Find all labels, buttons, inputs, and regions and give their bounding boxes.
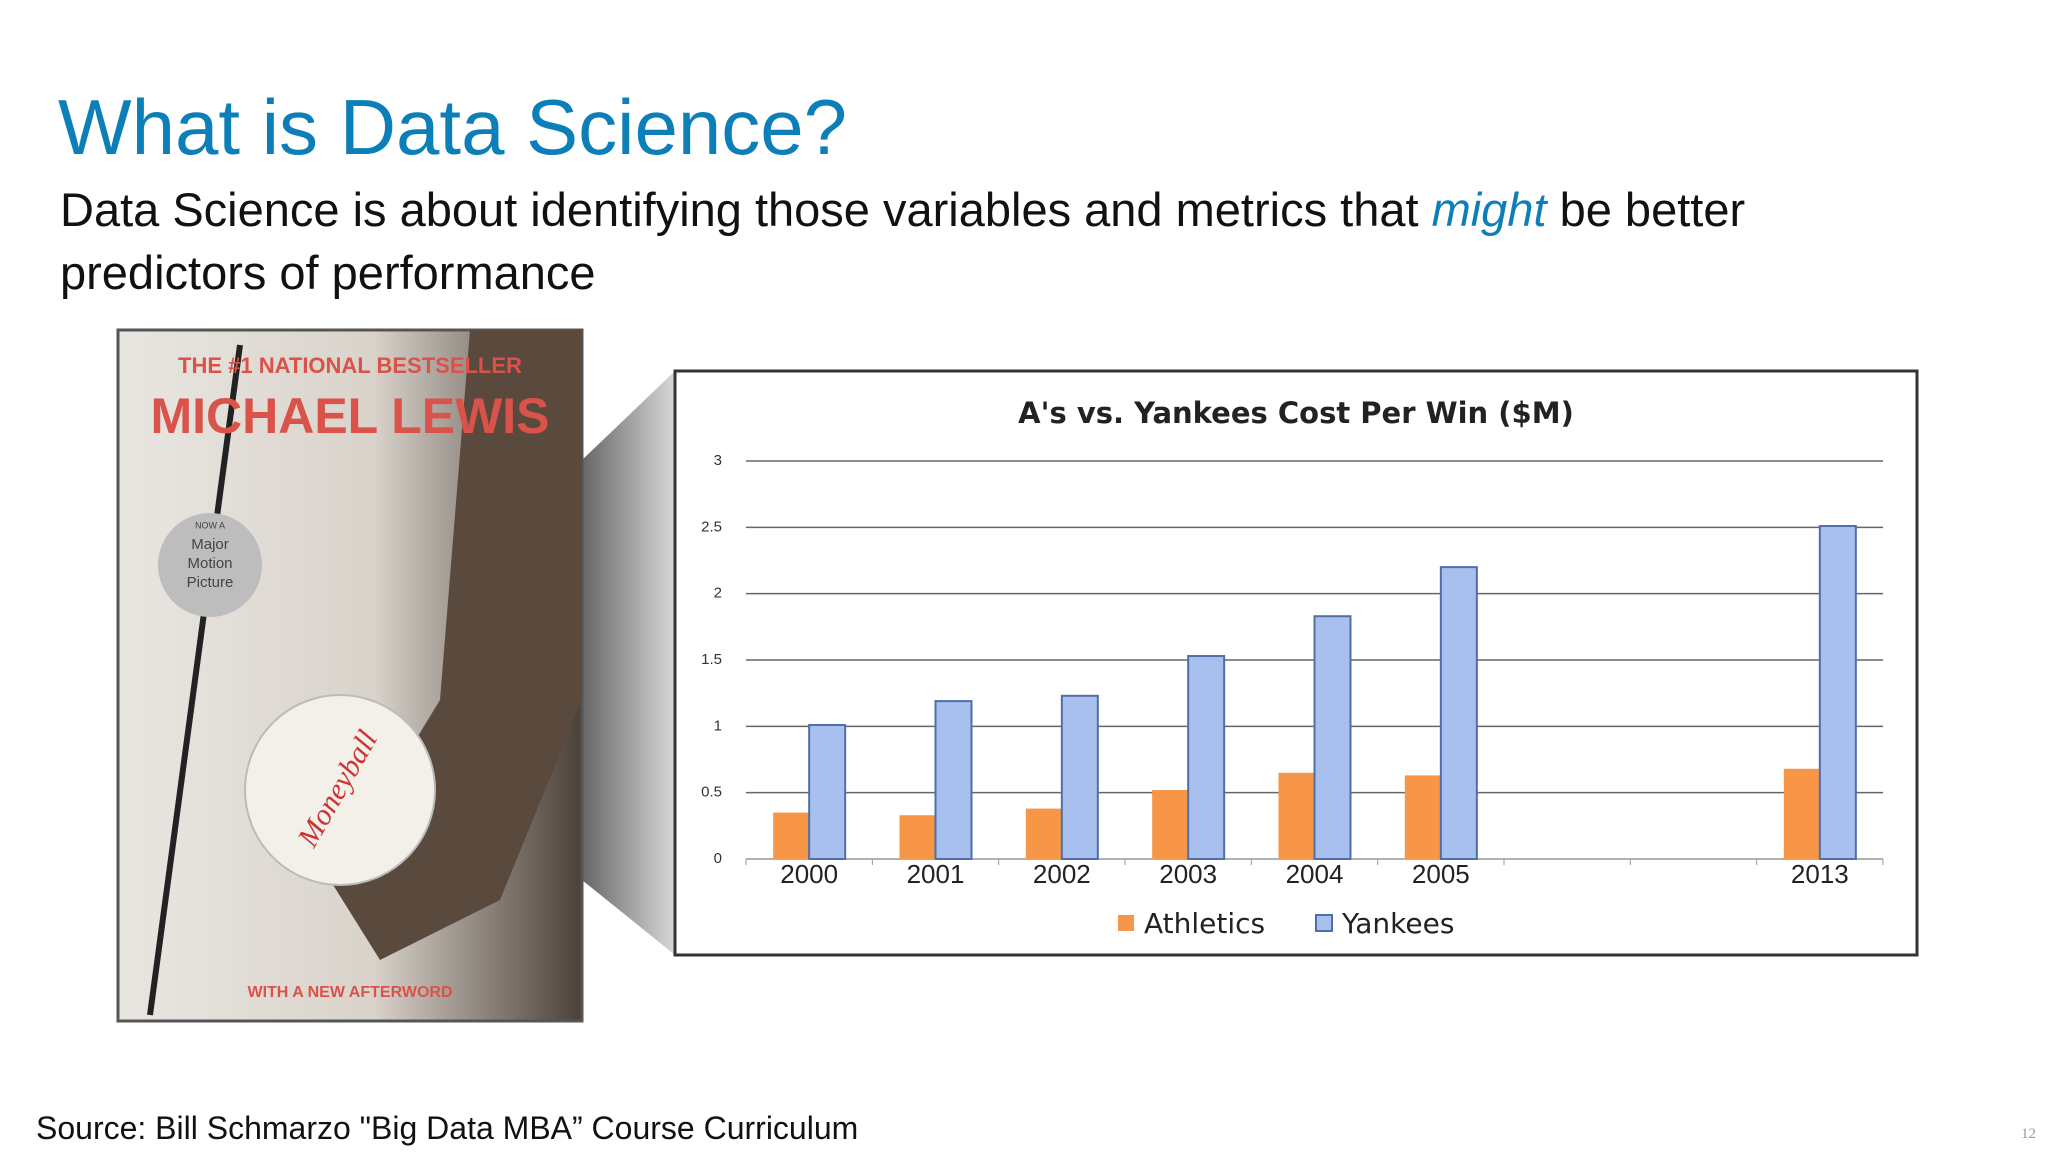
bar (1404, 775, 1441, 859)
x-tick-label: 2013 (1791, 859, 1849, 889)
zoom-connector (582, 371, 675, 955)
badge-text: Picture (187, 574, 234, 591)
chart: A's vs. Yankees Cost Per Win ($M) 0 0.5 1 1… (673, 369, 1919, 957)
x-tick-label: 2002 (1033, 859, 1091, 889)
slide-title: What is Data Science? (58, 83, 848, 171)
x-tick-label: 2005 (1412, 859, 1470, 889)
badge-text: Major (191, 536, 229, 553)
bar (934, 700, 973, 860)
book-footer: WITH A NEW AFTERWORD (247, 984, 452, 1001)
bar (1439, 566, 1478, 861)
bar (1187, 655, 1226, 861)
legend-swatch (1315, 914, 1333, 932)
y-tick-label: 1.5 (701, 651, 722, 668)
legend-label: Yankees (1341, 907, 1454, 940)
badge-text: Motion (187, 555, 232, 572)
x-tick-label: 2000 (780, 859, 838, 889)
bat (147, 344, 243, 1016)
y-tick-label: 2 (714, 585, 722, 602)
x-tick-label: 2004 (1286, 859, 1344, 889)
bar (773, 812, 810, 859)
legend-swatch (1118, 915, 1134, 931)
page-number: 12 (2021, 1126, 2036, 1142)
bar (1278, 772, 1315, 859)
bar (1783, 768, 1820, 859)
book-tagline: THE #1 NATIONAL BESTSELLER (178, 353, 522, 378)
bar (808, 724, 847, 860)
badge (158, 513, 262, 617)
x-tick-label: 2001 (907, 859, 965, 889)
body-text: be better predictors of performance (60, 183, 1746, 299)
body-emphasis: might (1431, 183, 1547, 236)
baseball (244, 694, 436, 886)
y-tick-label: 0.5 (701, 784, 722, 801)
bar (899, 815, 936, 859)
y-tick-label: 0 (714, 850, 722, 867)
x-tick-label: 2003 (1159, 859, 1217, 889)
chart-title: A's vs. Yankees Cost Per Win ($M) (1018, 396, 1574, 430)
body-text: Data Science is about identifying those … (60, 183, 1432, 236)
slide-body: Data Science is about identifying those … (60, 178, 1940, 304)
source: Source: Bill Schmarzo "Big Data MBA” Cou… (36, 1110, 859, 1146)
badge-text: NOW A (195, 520, 225, 530)
bar (1152, 790, 1189, 859)
legend-label: Athletics (1144, 907, 1265, 940)
bar (1060, 694, 1099, 860)
bar (1025, 808, 1062, 859)
y-tick-label: 2.5 (701, 518, 722, 535)
y-tick-label: 3 (714, 452, 722, 469)
book-author: MICHAEL LEWIS (150, 388, 549, 444)
y-tick-label: 1 (714, 717, 722, 734)
book-cover: Moneyball THE #1 NATIONAL BESTSELLER MIC… (116, 328, 584, 1023)
bar (1313, 615, 1352, 860)
bar (1818, 525, 1857, 860)
